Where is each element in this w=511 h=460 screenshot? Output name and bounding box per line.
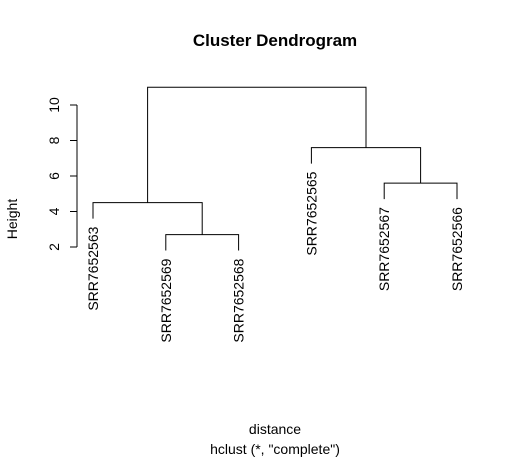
dendrogram-branches: [92, 86, 458, 251]
dendrogram-branch: [310, 147, 422, 184]
dendrogram-branch: [147, 86, 367, 203]
leaf-labels: SRR7652563 SRR7652569 SRR7652568 SRR7652565…: [85, 171, 465, 342]
dendrogram-branch: [383, 182, 458, 200]
leaf-label: SRR7652568: [231, 258, 247, 342]
y-axis-label: Height: [4, 199, 20, 240]
leaf-label: SRR7652563: [85, 226, 101, 310]
y-axis: 2 4 6 8 10: [46, 97, 78, 251]
y-tick-label: 8: [46, 136, 62, 144]
leaf-label: SRR7652566: [449, 207, 465, 291]
chart-title: Cluster Dendrogram: [193, 31, 357, 50]
y-tick-label: 4: [46, 207, 62, 215]
y-tick-label: 10: [46, 97, 62, 113]
dendrogram-branch: [92, 202, 203, 235]
dendrogram-branch: [165, 234, 240, 251]
y-tick-label: 6: [46, 172, 62, 180]
leaf-label: SRR7652569: [158, 258, 174, 342]
y-tick-label: 2: [46, 243, 62, 251]
x-axis-label: distance: [249, 421, 301, 437]
leaf-label: SRR7652565: [303, 171, 319, 255]
chart-subtitle: hclust (*, "complete"): [210, 441, 340, 457]
leaf-label: SRR7652567: [376, 207, 392, 291]
